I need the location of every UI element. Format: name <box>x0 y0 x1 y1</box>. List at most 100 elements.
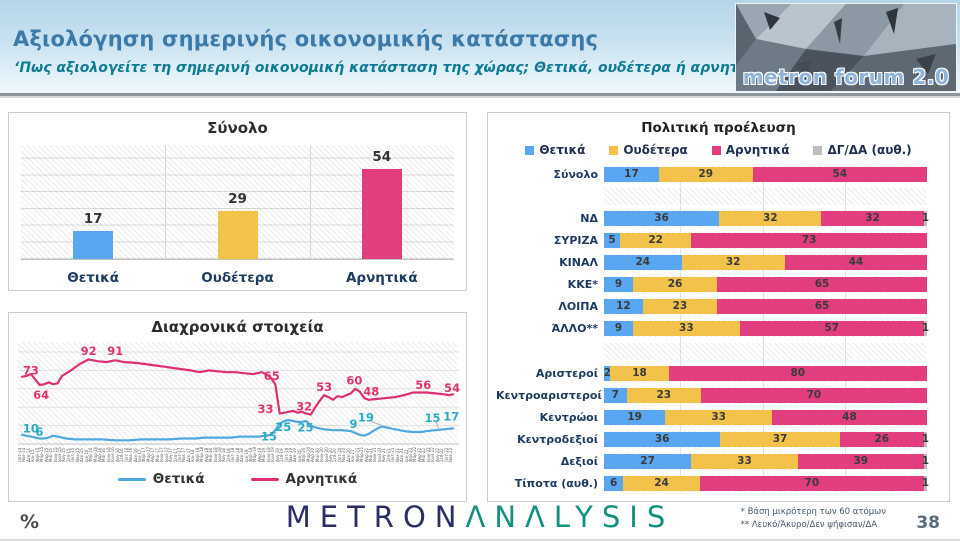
segment-value-label: 9 <box>614 322 623 335</box>
row-label: ΛΟΙΠΑ <box>558 300 598 314</box>
table-row-Τίποτα (αυθ.): Τίποτα (αυθ.) 6 24 70 1 <box>496 474 941 492</box>
table-row-Σύνολο: Σύνολο 17 29 54 <box>496 166 941 183</box>
plot-divider <box>165 145 167 259</box>
segment-value-label: 70 <box>806 388 822 401</box>
logo-collage-image <box>736 4 956 91</box>
category-label: Θετικά <box>67 270 120 286</box>
row-label: Τίποτα (αυθ.) <box>514 476 598 490</box>
plot-divider <box>309 145 311 259</box>
trend-callout: 60 <box>346 374 362 388</box>
breakdown-chart-title: Πολιτική προέλευση <box>641 120 796 136</box>
segment-value-label: 26 <box>667 278 683 291</box>
segment-Θετικά: 24 <box>604 255 682 271</box>
segment-ΔΓ/ΔΑ (αυθ.): 1 <box>922 475 929 491</box>
segment-Ουδέτερα: 29 <box>658 167 753 182</box>
segment-ΔΓ/ΔΑ (αυθ.): 1 <box>921 431 929 447</box>
segment-value-label: 32 <box>762 212 778 225</box>
row-label <box>496 188 604 205</box>
trend-line-Θετικά <box>20 418 455 442</box>
trend-chart-plot: 73 64 92 91 65 33 32 53 60 48 56 54 10 6 15 25 25 9 19 15 17 <box>18 342 460 446</box>
logo-analysis-text: ΛNΛLYSIS <box>465 500 675 534</box>
row-label: Δεξιοί <box>560 454 598 468</box>
row-label: Κεντρώοι <box>539 410 598 424</box>
table-row-ΛΟΙΠΑ: ΛΟΙΠΑ 12 23 65 <box>496 298 941 316</box>
segment-Ουδέτερα: 32 <box>681 255 785 271</box>
legend-square-swatch <box>609 145 619 155</box>
header-divider <box>0 93 960 96</box>
total-chart-title: Σύνολο <box>207 119 268 137</box>
segment-Θετικά: 19 <box>604 409 666 425</box>
segment-value-label: 1 <box>921 454 930 467</box>
segment-value-label: 33 <box>679 322 694 335</box>
trend-callout: 33 <box>257 402 273 416</box>
trend-legend: Θετικά Αρνητικά <box>9 471 466 487</box>
bar-track: 6 24 70 1 <box>604 474 929 492</box>
segment-value-label: 24 <box>635 256 651 269</box>
segment-Θετικά: 6 <box>604 475 624 491</box>
total-chart-category-labels: Θετικά Ουδέτερα Αρνητικά <box>21 270 454 286</box>
category-label: Ουδέτερα <box>201 270 274 286</box>
segment-Ουδέτερα: 23 <box>642 299 718 315</box>
page-title: Αξιολόγηση σημερινής οικονομικής κατάστα… <box>13 27 599 51</box>
segment-value-label: 1 <box>921 432 929 445</box>
segment-value-label: 32 <box>865 212 880 225</box>
segment-Ουδέτερα: 33 <box>633 321 740 337</box>
row-label: ΚΙΝΑΛ <box>559 256 598 270</box>
bar-track: 19 33 48 <box>604 408 927 426</box>
segment-value-label: 70 <box>804 476 820 489</box>
table-row-Κεντροδεξιοί: Κεντροδεξιοί 36 37 26 1 <box>496 430 941 448</box>
bar-track: 17 29 54 <box>604 166 927 183</box>
trend-line-Αρνητικά <box>20 358 455 416</box>
bar-track: 5 22 73 <box>604 232 927 250</box>
row-label <box>496 343 604 360</box>
segment-Θετικά: 27 <box>604 453 692 469</box>
table-row-ΚΙΝΑΛ: ΚΙΝΑΛ 24 32 44 <box>496 254 941 272</box>
bar-value-label: 29 <box>228 190 247 207</box>
segment-value-label: 73 <box>801 234 817 247</box>
bar-value-label: 17 <box>83 210 103 227</box>
segment-value-label: 32 <box>725 256 741 269</box>
segment-Ουδέτερα: 23 <box>626 387 701 403</box>
bar-Ουδέτερα <box>217 210 258 259</box>
legend-line-swatch <box>250 477 279 481</box>
table-row-Κεντρώοι: Κεντρώοι 19 33 48 <box>496 408 941 426</box>
trend-callout: 25 <box>297 420 313 434</box>
bar-track: 36 37 26 1 <box>604 430 929 448</box>
segment-value-label: 9 <box>614 278 623 291</box>
legend-square-swatch <box>525 145 535 155</box>
segment-value-label: 57 <box>824 322 839 335</box>
segment-Θετικά: 17 <box>604 167 659 182</box>
row-label: ΚΚΕ* <box>567 278 598 292</box>
segment-Θετικά: 5 <box>604 233 621 249</box>
bar-track: 12 23 65 <box>604 298 927 316</box>
legend-square-swatch <box>813 145 823 155</box>
trend-callout: 91 <box>107 344 123 358</box>
row-label: Κεντροαριστεροί <box>496 388 602 402</box>
header-band: Αξιολόγηση σημερινής οικονομικής κατάστα… <box>0 0 960 93</box>
segment-Αρνητικά: 32 <box>821 211 924 227</box>
row-label: ΝΔ <box>580 212 598 226</box>
trend-callout: 48 <box>363 385 379 399</box>
metron-analysis-logo: METRONΛNΛLYSIS <box>0 500 960 534</box>
segment-Θετικά: 9 <box>604 321 634 337</box>
bar-track: 24 32 44 <box>604 254 927 272</box>
legend-label: Αρνητικά <box>285 471 358 487</box>
bar-Αρνητικά <box>361 168 402 259</box>
x-tick-label: Νοε-22 <box>448 447 453 462</box>
trend-chart-title: Διαχρονικά στοιχεία <box>151 318 324 336</box>
bar-track: 2 18 80 <box>604 364 927 382</box>
trend-callout: 73 <box>23 363 39 377</box>
segment-Θετικά: 12 <box>604 299 643 315</box>
segment-value-label: 33 <box>737 454 752 467</box>
row-label: Κεντροδεξιοί <box>517 432 598 446</box>
segment-value-label: 27 <box>640 454 655 467</box>
trend-callout: 56 <box>415 378 431 392</box>
row-label: Σύνολο <box>553 168 598 181</box>
legend-label: ΔΓ/ΔΑ (αυθ.) <box>827 143 912 157</box>
spacer-row <box>496 188 941 206</box>
segment-Αρνητικά: 57 <box>739 321 924 337</box>
footnote-1: * Βάση μικρότερη των 60 ατόμων <box>740 506 886 517</box>
metron-forum-logo-text: metron forum 2.0 <box>742 65 950 89</box>
segment-Ουδέτερα: 22 <box>620 233 692 249</box>
